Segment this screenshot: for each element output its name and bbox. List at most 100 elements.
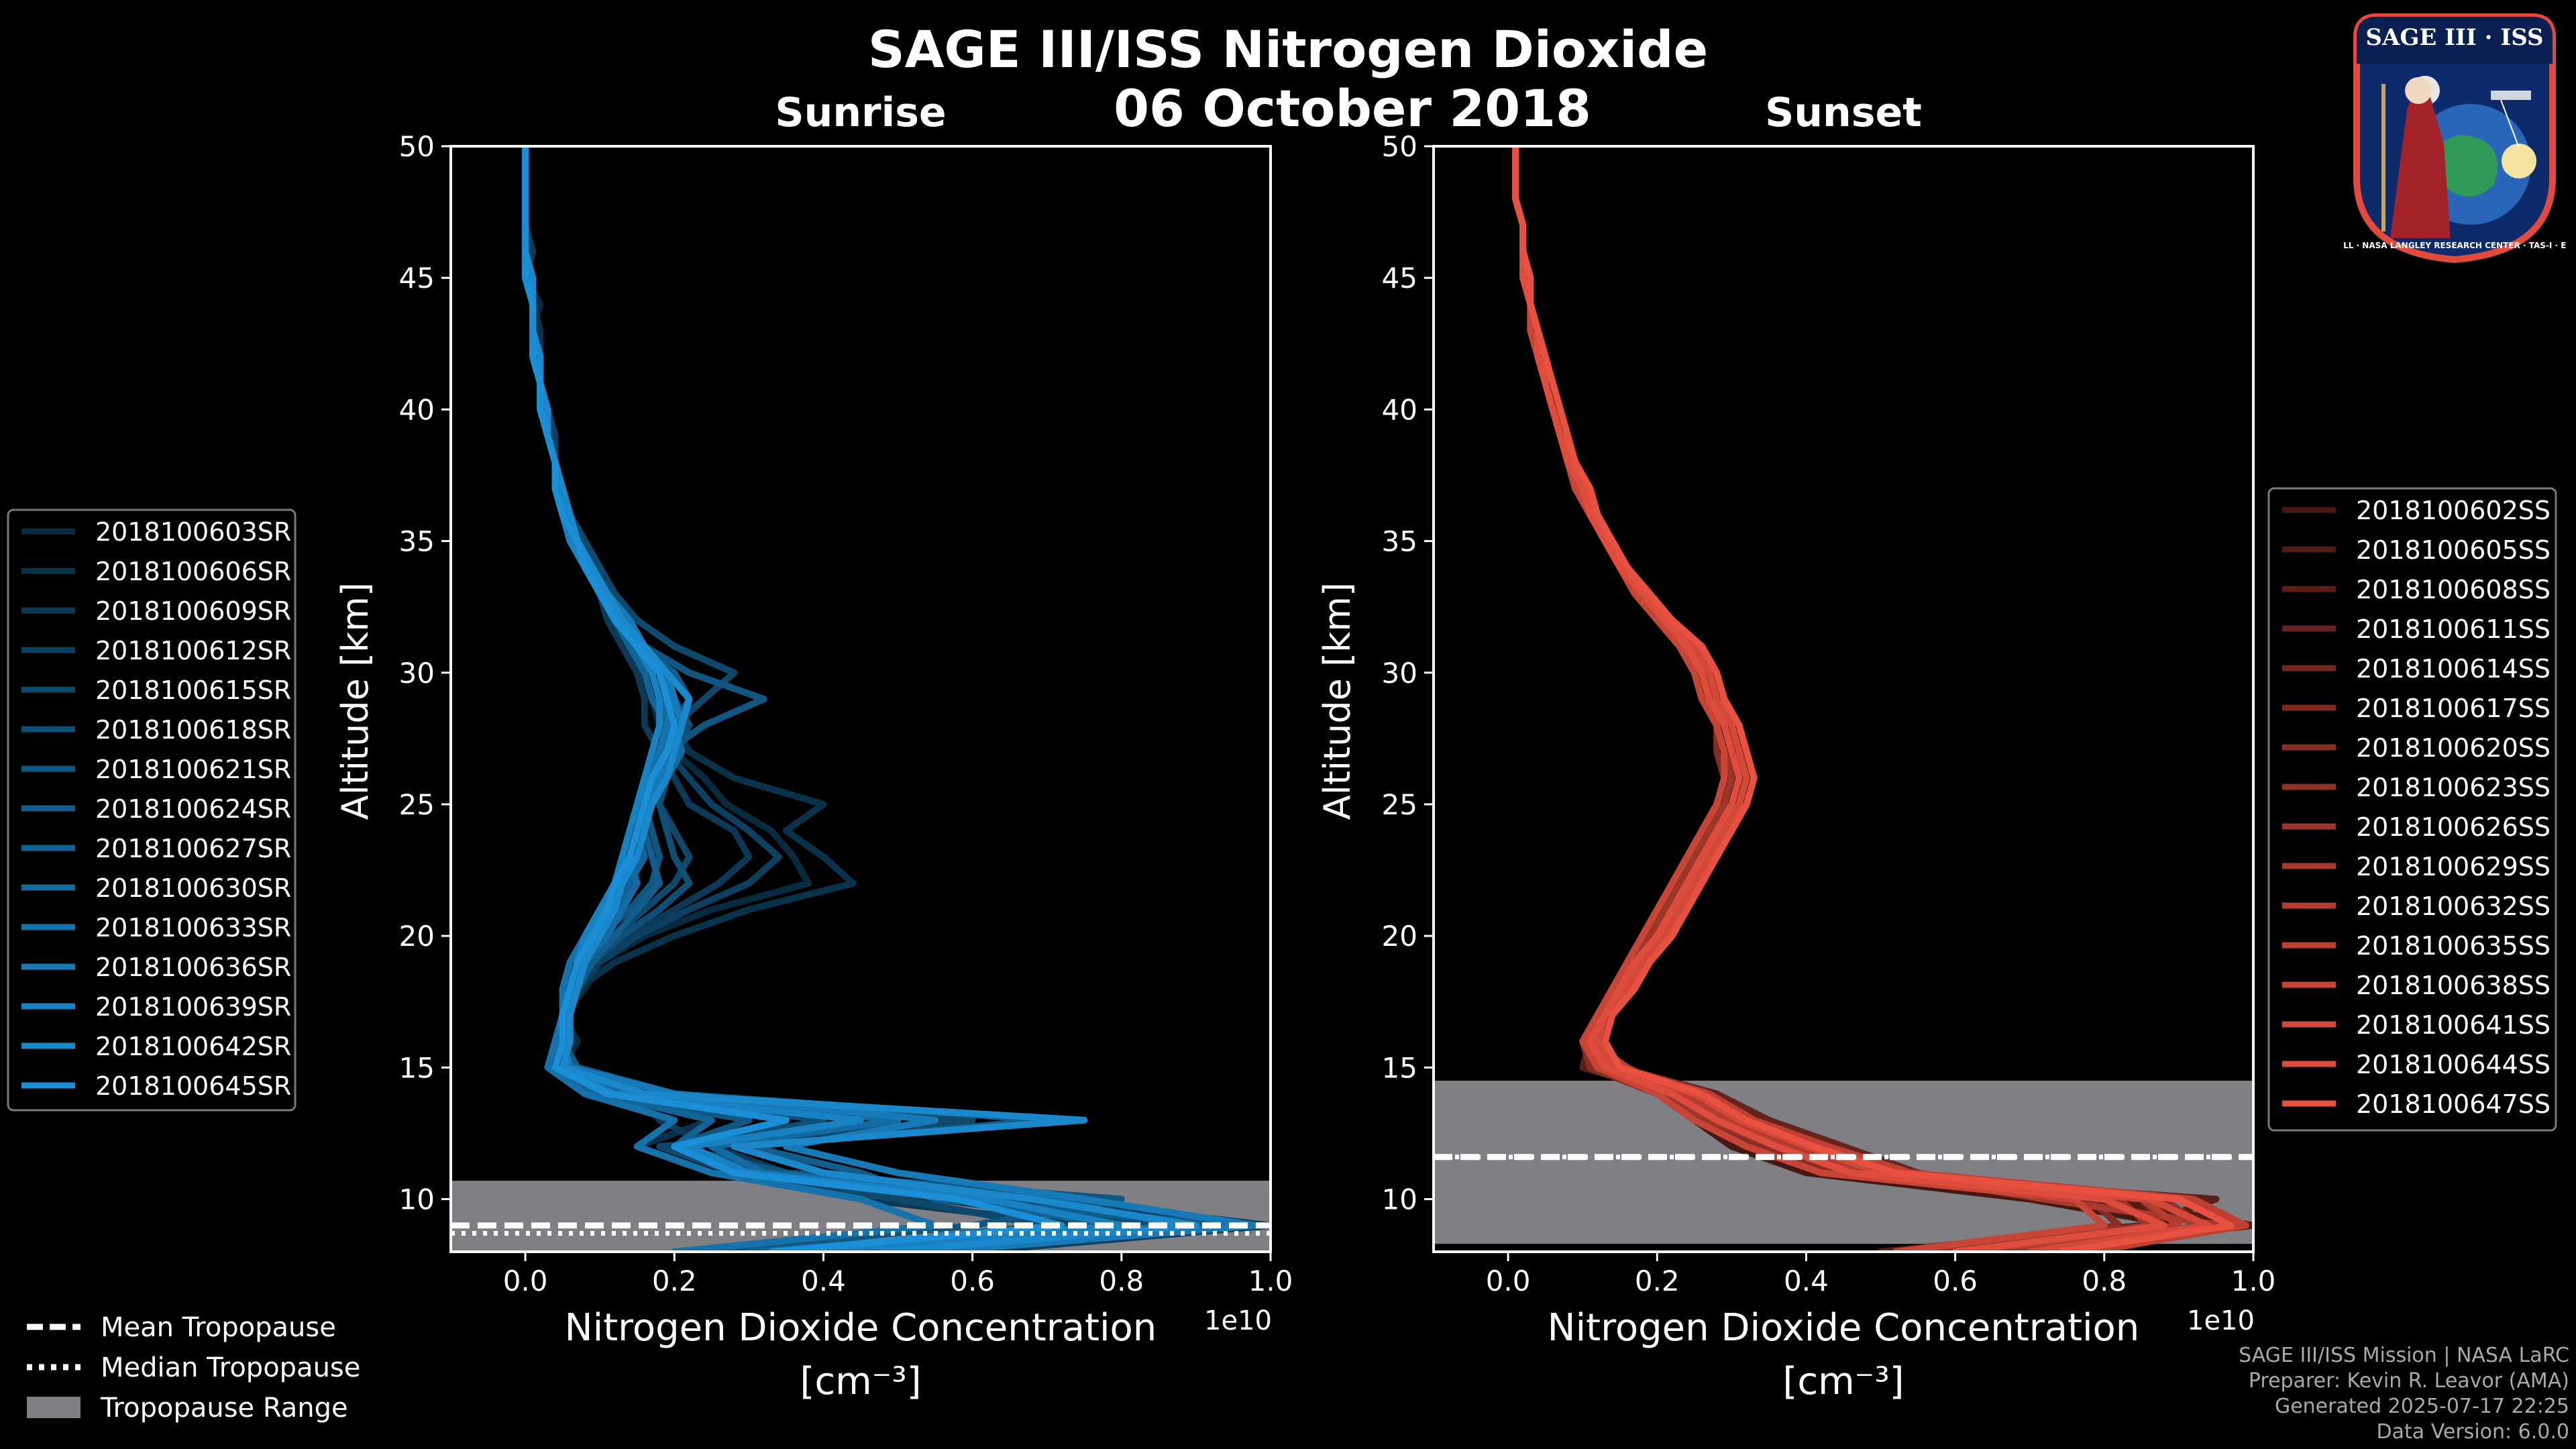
sunrise-legend-label: 2018100630SR [95,873,291,903]
tropopause-legend: Mean Tropopause Median Tropopause Tropop… [27,1312,360,1424]
sunrise-x-axis-label: Nitrogen Dioxide Concentration [565,1306,1157,1350]
sunrise-legend-label: 2018100636SR [95,953,291,982]
footer-version: Data Version: 6.0.0 [2376,1420,2569,1444]
sunset-x-axis-label: Nitrogen Dioxide Concentration [1548,1306,2140,1350]
footer-generated: Generated 2025-07-17 22:25 [2274,1395,2569,1418]
sunrise-legend-label: 2018100639SR [95,992,291,1022]
sunrise-legend-label: 2018100633SR [95,913,291,943]
sunrise-y-tick-label: 15 [399,1051,435,1084]
sunrise-y-tick-label: 30 [399,657,435,690]
sunset-legend-label: 2018100638SS [2356,971,2551,1000]
sunrise-legend-label: 2018100621SR [95,755,291,784]
sunrise-x-tick-label: 0.8 [1099,1265,1144,1297]
sage-iii-iss-logo: SAGE III · ISS BALL · NASA LANGLEY RESEA… [2343,13,2566,264]
sunrise-y-tick-label: 45 [399,262,435,294]
sunset-profile-2018100638SS [1512,146,2108,1252]
sunset-legend-label: 2018100605SS [2356,535,2551,565]
sunrise-y-tick-label: 20 [399,920,435,953]
sunset-legend-frame [2267,487,2557,1132]
sunset-legend-label: 2018100632SS [2356,892,2551,921]
sunrise-plot-area: 0.0 0.2 0.4 0.6 0.8 1.0 10 15 20 25 30 35 40 45 50 [399,130,1293,1297]
sunrise-legend-label: 2018100645SR [95,1071,291,1101]
sunrise-legend-label: 2018100603SR [95,517,291,547]
sunrise-profile-2018100642SR [522,146,1199,1252]
sunrise-legend-label: 2018100612SR [95,636,291,665]
sunset-legend-label: 2018100611SS [2356,614,2551,644]
sunset-x-tick-label: 0.0 [1486,1265,1531,1297]
sunset-x-tick-label: 1.0 [2231,1265,2276,1297]
sunset-legend-label: 2018100623SS [2356,773,2551,802]
sunset-x-offset-text: 1e10 [2187,1305,2255,1336]
sunrise-legend-label: 2018100609SR [95,596,291,626]
sunset-y-tick-label: 10 [1382,1183,1417,1216]
sunset-y-tick-label: 20 [1382,920,1417,953]
sunrise-legend-label: 2018100606SR [95,557,291,586]
sunset-panel: Sunset 0.0 0.2 0.4 0.6 0.8 1.0 10 15 20 25 30 35 40 4… [1316,89,2275,1403]
logo-ring-text: BALL · NASA LANGLEY RESEARCH CENTER · TA… [2343,241,2566,250]
sunrise-x-axis-units: [cm⁻³] [800,1360,921,1403]
sunrise-y-tick-label: 35 [399,525,435,558]
logo-figure-icon [2390,93,2451,238]
sunrise-y-tick-label: 50 [399,130,435,163]
sunset-legend-label: 2018100629SS [2356,852,2551,881]
figure-title: SAGE III/ISS Nitrogen Dioxide [868,19,1708,79]
sunrise-panel: Sunrise 0.0 0.2 0.4 0.6 0.8 1.0 10 15 20 25 30 35 40… [334,89,1293,1403]
mean-tropopause-label: Mean Tropopause [101,1312,336,1343]
sunset-legend-label: 2018100602SS [2356,496,2551,525]
sunrise-legend-label: 2018100642SR [95,1032,291,1061]
sunset-legend-label: 2018100614SS [2356,654,2551,684]
sunrise-x-tick-label: 0.2 [652,1265,697,1297]
sunrise-legend-label: 2018100615SR [95,676,291,705]
sunset-profile-2018100647SS [1512,146,2235,1252]
logo-sun-icon [2502,144,2536,178]
sunrise-x-tick-label: 0.4 [801,1265,846,1297]
footer-mission: SAGE III/ISS Mission | NASA LaRC [2239,1344,2569,1367]
sunset-y-tick-label: 40 [1382,393,1417,426]
sunset-x-tick-label: 0.4 [1784,1265,1829,1297]
sunrise-plot-content [451,146,1271,1252]
sunrise-x-tick-label: 0.6 [950,1265,995,1297]
sunrise-legend-label: 2018100618SR [95,715,291,745]
sunset-legend-label: 2018100635SS [2356,931,2551,961]
sunrise-profile-2018100636SR [522,146,1259,1252]
sunset-legend: 2018100602SS 2018100605SS 2018100608SS 2018… [2267,487,2557,1132]
sunset-y-tick-label: 45 [1382,262,1417,294]
tropopause-range-swatch [27,1397,80,1418]
sunrise-x-tick-label: 0.0 [503,1265,548,1297]
sunset-plot-frame [1432,145,2255,1253]
sunrise-legend-label: 2018100627SR [95,834,291,863]
sunset-legend-label: 2018100647SS [2356,1089,2551,1119]
sunset-plot-area: 0.0 0.2 0.4 0.6 0.8 1.0 10 15 20 25 30 35 40 45 50 [1382,130,2276,1297]
sunset-y-tick-label: 30 [1382,657,1417,690]
sunset-x-axis-units: [cm⁻³] [1782,1360,1904,1403]
sunset-x-tick-label: 0.6 [1933,1265,1978,1297]
sunrise-profile-2018100645SR [522,146,1065,1252]
sunrise-y-tick-label: 40 [399,393,435,426]
sunrise-legend-frame [7,508,297,1112]
sunset-legend-label: 2018100641SS [2356,1010,2551,1040]
sunset-y-axis-label: Altitude [km] [1316,582,1358,820]
sunrise-y-tick-label: 10 [399,1183,435,1216]
footer-credits: SAGE III/ISS Mission | NASA LaRC Prepare… [2239,1343,2569,1445]
median-tropopause-label: Median Tropopause [101,1352,360,1383]
sunrise-x-tick-label: 1.0 [1248,1265,1293,1297]
sunrise-plot-frame [449,145,1272,1253]
tropopause-range-label: Tropopause Range [100,1393,348,1424]
sunset-x-tick-label: 0.2 [1635,1265,1680,1297]
sunset-legend-label: 2018100608SS [2356,575,2551,604]
sunset-plot-content [1434,146,2253,1252]
footer-preparer: Preparer: Kevin R. Leavor (AMA) [2248,1369,2569,1393]
sunrise-panel-title: Sunrise [775,89,946,136]
sunset-legend-label: 2018100626SS [2356,812,2551,842]
sunset-y-tick-label: 15 [1382,1051,1417,1084]
sunset-panel-title: Sunset [1765,89,1922,136]
sunset-legend-label: 2018100644SS [2356,1050,2551,1079]
sunset-legend-label: 2018100620SS [2356,733,2551,763]
sunset-legend-label: 2018100617SS [2356,694,2551,723]
sunrise-y-axis-label: Altitude [km] [334,582,376,820]
sunrise-legend-label: 2018100624SR [95,794,291,824]
logo-station-icon [2491,91,2531,100]
sunset-y-tick-label: 50 [1382,130,1417,163]
sunset-y-tick-label: 35 [1382,525,1417,558]
